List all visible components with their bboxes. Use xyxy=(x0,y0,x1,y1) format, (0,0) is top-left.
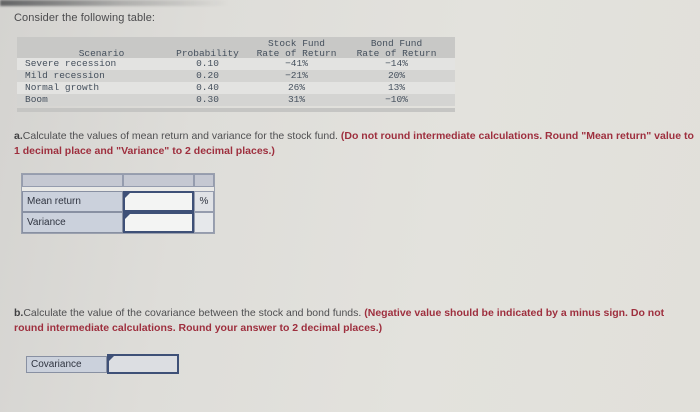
question-a-instruction: (Do not round intermediate calculations.… xyxy=(14,130,694,157)
header-bond-fund: Bond Fund Rate of Return xyxy=(356,38,437,59)
scenario-table: Scenario Probability Stock Fund Rate of … xyxy=(17,37,455,112)
question-b-prefix: b. xyxy=(14,307,24,319)
variance-label: Variance xyxy=(22,212,123,233)
question-a-prefix: a. xyxy=(14,130,23,142)
intro-text: Consider the following table: xyxy=(14,12,156,24)
mean-return-label: Mean return xyxy=(22,191,123,212)
covariance-input-cell xyxy=(107,354,179,374)
answer-table-b: Covariance xyxy=(26,354,180,374)
header-stock-fund: Stock Fund Rate of Return xyxy=(256,38,337,59)
table-footer-bar xyxy=(17,108,455,112)
variance-input[interactable] xyxy=(125,214,192,231)
table-row: Boom 0.30 31% −10% xyxy=(17,94,455,106)
table-row: Mild recession 0.20 −21% 20% xyxy=(17,70,455,82)
covariance-input[interactable] xyxy=(109,356,177,372)
answer-a-header-cell xyxy=(123,174,194,187)
question-b-body: Calculate the value of the covariance be… xyxy=(23,307,365,319)
question-b-instruction: (Negative value should be indicated by a… xyxy=(14,307,665,334)
mean-return-input-cell xyxy=(123,191,194,212)
scenario-table-header: Scenario Probability Stock Fund Rate of … xyxy=(17,37,455,58)
variance-unit-empty xyxy=(194,212,214,233)
table-row: Severe recession 0.10 −41% −14% xyxy=(17,58,455,70)
covariance-label: Covariance xyxy=(26,356,107,373)
question-a-text: a.Calculate the values of mean return an… xyxy=(14,129,694,159)
mean-return-input[interactable] xyxy=(125,193,192,210)
variance-input-cell xyxy=(123,212,194,233)
answer-a-header-cell xyxy=(22,174,123,187)
mean-return-unit: % xyxy=(194,191,214,212)
answer-table-a: Mean return % Variance xyxy=(21,173,215,234)
header-probability: Probability xyxy=(176,47,239,59)
photo-edge-shadow xyxy=(0,0,270,6)
question-a-body: Calculate the values of mean return and … xyxy=(22,130,341,142)
table-row: Normal growth 0.40 26% 13% xyxy=(17,82,455,94)
question-b-text: b.Calculate the value of the covariance … xyxy=(14,306,694,336)
answer-a-header-cell xyxy=(194,174,214,187)
header-scenario: Scenario xyxy=(78,47,125,59)
